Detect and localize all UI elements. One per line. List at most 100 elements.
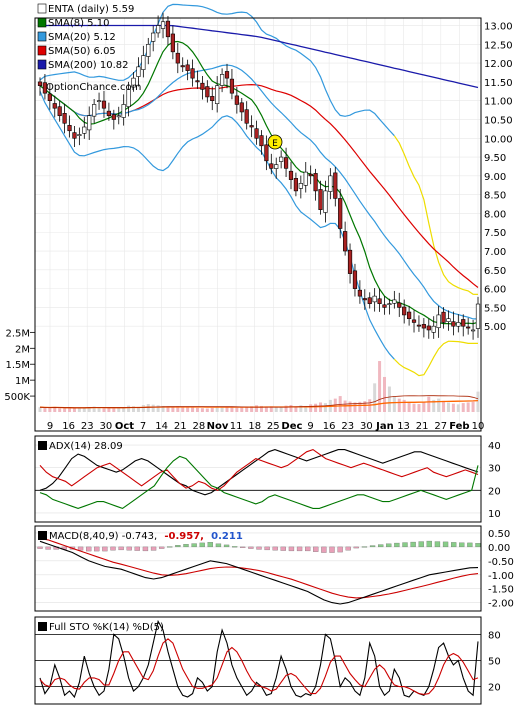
macd-tick-label: -0.50 (488, 557, 514, 568)
candle-body (121, 104, 126, 118)
volume-bar (264, 406, 268, 412)
volume-bar (141, 404, 145, 412)
candle-body (392, 299, 397, 304)
volume-bar (402, 399, 406, 412)
bollinger-upper-recent-line (393, 135, 479, 295)
volume-bar (215, 407, 219, 412)
candle-body (446, 318, 451, 322)
volume-bar (382, 376, 386, 412)
volume-bar (299, 405, 303, 412)
volume-bar (314, 403, 318, 412)
macd-histogram-bar (264, 546, 270, 551)
price-tick-label: 8.00 (484, 209, 506, 220)
volume-bar (210, 407, 214, 412)
candle-body (264, 144, 269, 162)
price-tick-label: 10.00 (484, 134, 513, 145)
candle-body (47, 93, 52, 101)
volume-bar (309, 404, 313, 412)
volume-bar (451, 403, 455, 412)
sma200-line (40, 24, 479, 89)
candle-body (42, 82, 48, 94)
date-tick-label: 11 (230, 421, 243, 432)
volume-bar (220, 407, 224, 412)
watermark: OptionChance.com (46, 82, 141, 93)
candle-body (303, 171, 308, 186)
candle-body (456, 322, 461, 327)
macd-histogram-bar (451, 542, 457, 548)
candle-body (224, 71, 230, 79)
volume-bar (279, 407, 283, 412)
volume-bar (58, 408, 62, 412)
candlesticks (37, 12, 481, 340)
volume-bar (358, 401, 362, 412)
macd-histogram-bar (296, 546, 303, 552)
candle-body (146, 44, 151, 57)
candle-body (441, 311, 446, 323)
macd-histogram-bar (378, 544, 384, 548)
candle-body (387, 303, 392, 305)
macd-histogram-bar (353, 546, 359, 549)
candle-body (397, 302, 402, 308)
date-tick-label: Oct (115, 421, 134, 432)
macd-histogram-bar (126, 546, 132, 551)
price-tick-label: 6.00 (484, 285, 506, 296)
volume-bar (161, 405, 165, 412)
candle-body (283, 157, 289, 169)
volume-bar (333, 398, 337, 412)
volume-tick-label: 2.5M (5, 328, 30, 339)
macd-histogram-bar (329, 546, 335, 553)
macd-histogram-bar (361, 546, 368, 548)
candle-body (62, 113, 67, 124)
macd-histogram-bar (345, 546, 351, 551)
macd-histogram-bar (272, 546, 278, 551)
candle-body (377, 298, 382, 304)
candle-body (402, 306, 407, 316)
price-axis-ticks: 13.00 12.50 12.00 11.50 11.00 10.50 10.00 9.50 9… (484, 22, 513, 334)
volume-bar (304, 405, 308, 412)
macd-histogram (37, 540, 481, 553)
stochastic-axis-ticks: 80 50 20 (488, 630, 501, 693)
candle-body (67, 125, 72, 132)
candle-body (229, 78, 235, 94)
candle-body (254, 128, 259, 139)
candle-body (328, 175, 333, 192)
candle-body (165, 20, 171, 38)
candle-body (436, 314, 441, 329)
date-tick-label: 16 (62, 421, 75, 432)
macd-legend: MACD(8,40,9) -0.743, -0.957, 0.211 (49, 531, 243, 542)
bollinger-lower-recent-line (393, 340, 478, 377)
volume-bar (353, 402, 357, 412)
date-tick-label: 21 (174, 421, 187, 432)
volume-bar (176, 406, 180, 412)
candle-body (170, 33, 175, 53)
macd-histogram-bar (86, 546, 92, 552)
candle-body (37, 81, 43, 86)
date-tick-label: 21 (416, 421, 429, 432)
volume-bar (107, 408, 111, 412)
series-line--k (39, 619, 479, 699)
volume-bar (112, 408, 116, 412)
volume-bar (274, 406, 278, 412)
candle-body (475, 303, 481, 329)
price-legend: ENTA (daily) 5.59 SMA(8) 5.10 SMA(20) 5.12… (37, 3, 134, 71)
volume-bar (156, 405, 160, 412)
macd-line (39, 540, 479, 605)
legend-entry: ENTA (daily) 5.59 (48, 4, 134, 15)
volume-bar (82, 407, 86, 412)
candle-body (416, 324, 422, 327)
macd-histogram-bar (37, 546, 43, 549)
volume-bar (284, 405, 288, 412)
volume-bar (200, 408, 204, 412)
candle-body (318, 189, 323, 210)
macd-histogram-bar (248, 546, 254, 549)
macd-histogram-bar (305, 546, 311, 552)
candle-body (151, 32, 156, 42)
tick-label: 30 (488, 464, 501, 475)
series-line--di (39, 455, 479, 510)
macd-histogram-bar (110, 546, 116, 551)
macd-signal-line (39, 537, 479, 599)
macd-histogram-bar (215, 543, 222, 548)
tick-label: 40 (488, 441, 501, 452)
macd-histogram-bar (118, 546, 124, 551)
adx-legend-swatch (38, 441, 47, 450)
